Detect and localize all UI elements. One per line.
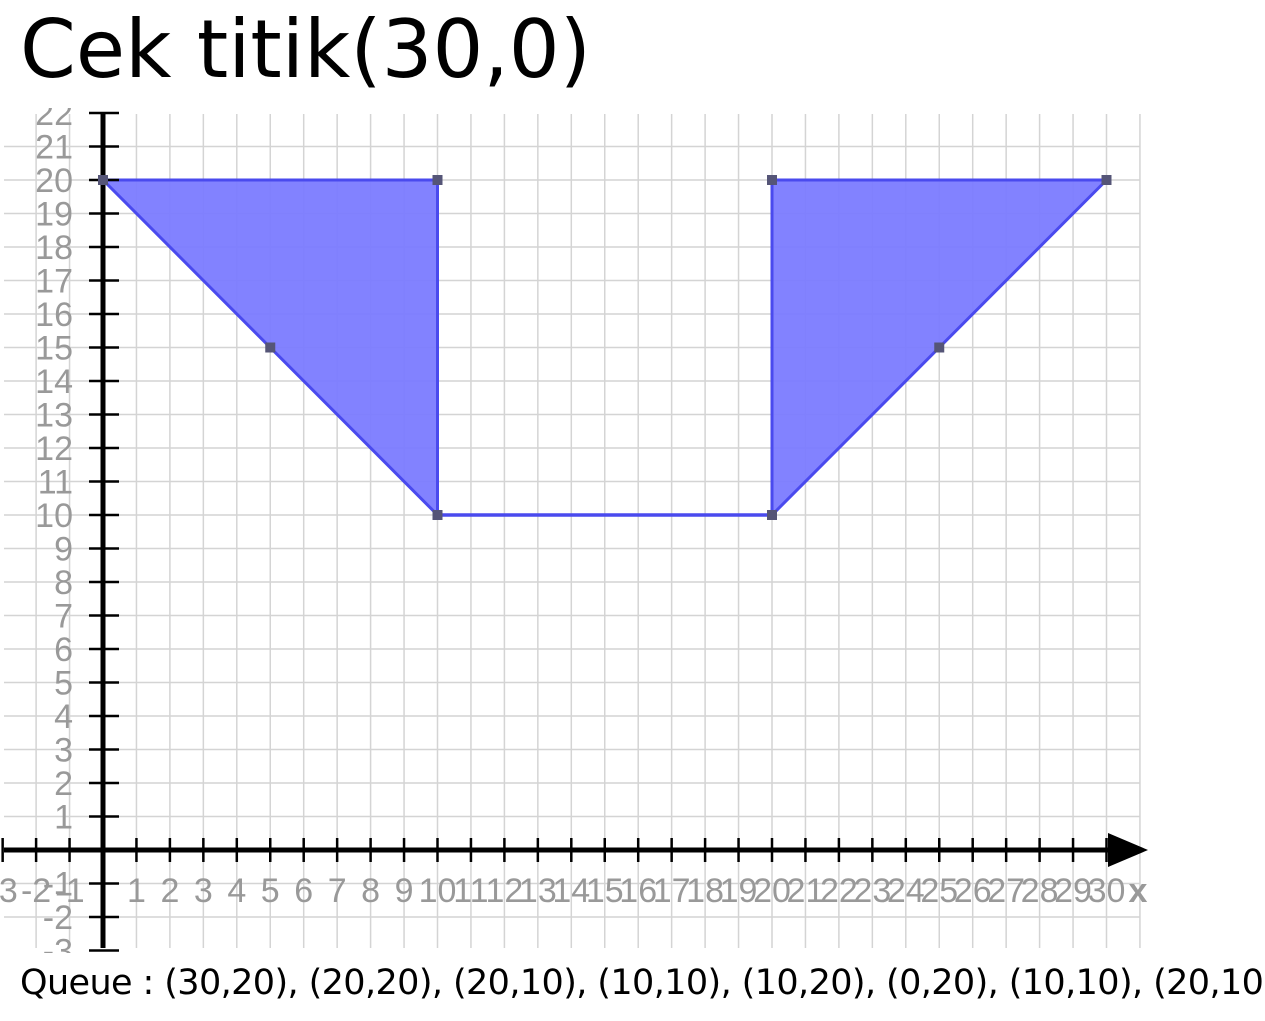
x-tick-label: 19 — [720, 872, 758, 910]
y-tick-label: 17 — [35, 263, 73, 301]
x-tick-label: 3 — [194, 872, 213, 910]
y-tick-label: 12 — [35, 430, 73, 468]
vertex-marker — [432, 175, 443, 185]
x-tick-label: 14 — [552, 872, 590, 910]
x-tick-label: -1 — [54, 872, 84, 910]
x-axis-arrow — [1108, 833, 1148, 867]
y-tick-label: 13 — [35, 397, 73, 435]
x-tick-label: 13 — [519, 872, 557, 910]
queue-text: Queue : (30,20), (20,20), (20,10), (10,1… — [20, 963, 1265, 1003]
slide-title: Cek titik(30,0) — [20, 3, 591, 96]
y-tick-label: 22 — [35, 108, 73, 133]
x-tick-label: 5 — [261, 872, 280, 910]
y-tick-label: 20 — [35, 162, 73, 200]
coordinate-plot: -3-2-11234567891011121314151617181920212… — [0, 108, 1148, 953]
x-tick-label: -3 — [0, 872, 18, 910]
y-tick-label: 15 — [35, 330, 73, 368]
x-tick-label: -2 — [21, 872, 51, 910]
y-tick-label: 1 — [54, 799, 73, 837]
x-tick-label: 12 — [485, 872, 523, 910]
y-tick-label: 10 — [35, 497, 73, 535]
vertex-marker — [934, 342, 945, 353]
y-tick-label: 21 — [35, 129, 73, 167]
x-tick-label: 30 — [1088, 872, 1126, 910]
x-tick-label: 24 — [887, 872, 925, 910]
x-tick-label: 4 — [227, 872, 246, 910]
x-tick-label: 9 — [395, 872, 414, 910]
x-tick-label: 25 — [920, 872, 958, 910]
x-tick-label: 27 — [987, 872, 1025, 910]
x-tick-label: 22 — [820, 872, 858, 910]
x-axis-label: x — [1129, 872, 1148, 910]
y-tick-label: 19 — [35, 196, 73, 234]
x-tick-label: 17 — [653, 872, 691, 910]
vertex-marker — [1101, 175, 1112, 185]
x-tick-label: 11 — [453, 872, 488, 910]
vertex-marker — [767, 175, 777, 185]
x-tick-label: 8 — [361, 872, 380, 910]
vertex-marker — [98, 175, 108, 185]
y-tick-label: 11 — [38, 464, 73, 502]
vertex-marker — [767, 510, 777, 520]
y-tick-label: 4 — [54, 698, 73, 736]
x-tick-label: 28 — [1021, 872, 1059, 910]
y-tick-label: 3 — [54, 732, 73, 770]
x-tick-label: 10 — [419, 872, 457, 910]
y-tick-label: -2 — [43, 899, 73, 937]
x-tick-label: 6 — [294, 872, 313, 910]
x-tick-label: 2 — [160, 872, 179, 910]
x-tick-label: 21 — [787, 872, 825, 910]
y-tick-label: -3 — [43, 933, 73, 954]
y-tick-label: 6 — [54, 631, 73, 669]
y-tick-label: 18 — [35, 229, 73, 267]
x-tick-label: 29 — [1054, 872, 1092, 910]
vertex-markers — [98, 175, 1112, 520]
x-tick-label: 26 — [954, 872, 992, 910]
x-tick-label: 23 — [853, 872, 891, 910]
vertex-marker — [265, 342, 276, 353]
x-tick-label: 20 — [753, 872, 791, 910]
y-tick-label: -1 — [43, 866, 73, 904]
y-tick-label: 9 — [54, 531, 73, 569]
x-tick-label: 1 — [127, 872, 146, 910]
x-tick-label: 15 — [586, 872, 624, 910]
x-tick-label: 7 — [328, 872, 347, 910]
y-tick-label: 7 — [54, 598, 73, 636]
tick-labels: -3-2-11234567891011121314151617181920212… — [0, 108, 1148, 953]
vertex-marker — [432, 510, 443, 520]
y-tick-label: 2 — [54, 765, 73, 803]
axes — [1, 111, 1148, 952]
x-tick-label: 18 — [686, 872, 724, 910]
y-tick-label: 16 — [35, 296, 73, 334]
y-tick-label: 8 — [54, 564, 73, 602]
y-tick-label: 14 — [35, 363, 73, 401]
x-tick-label: 16 — [619, 872, 657, 910]
y-tick-label: 5 — [54, 665, 73, 703]
